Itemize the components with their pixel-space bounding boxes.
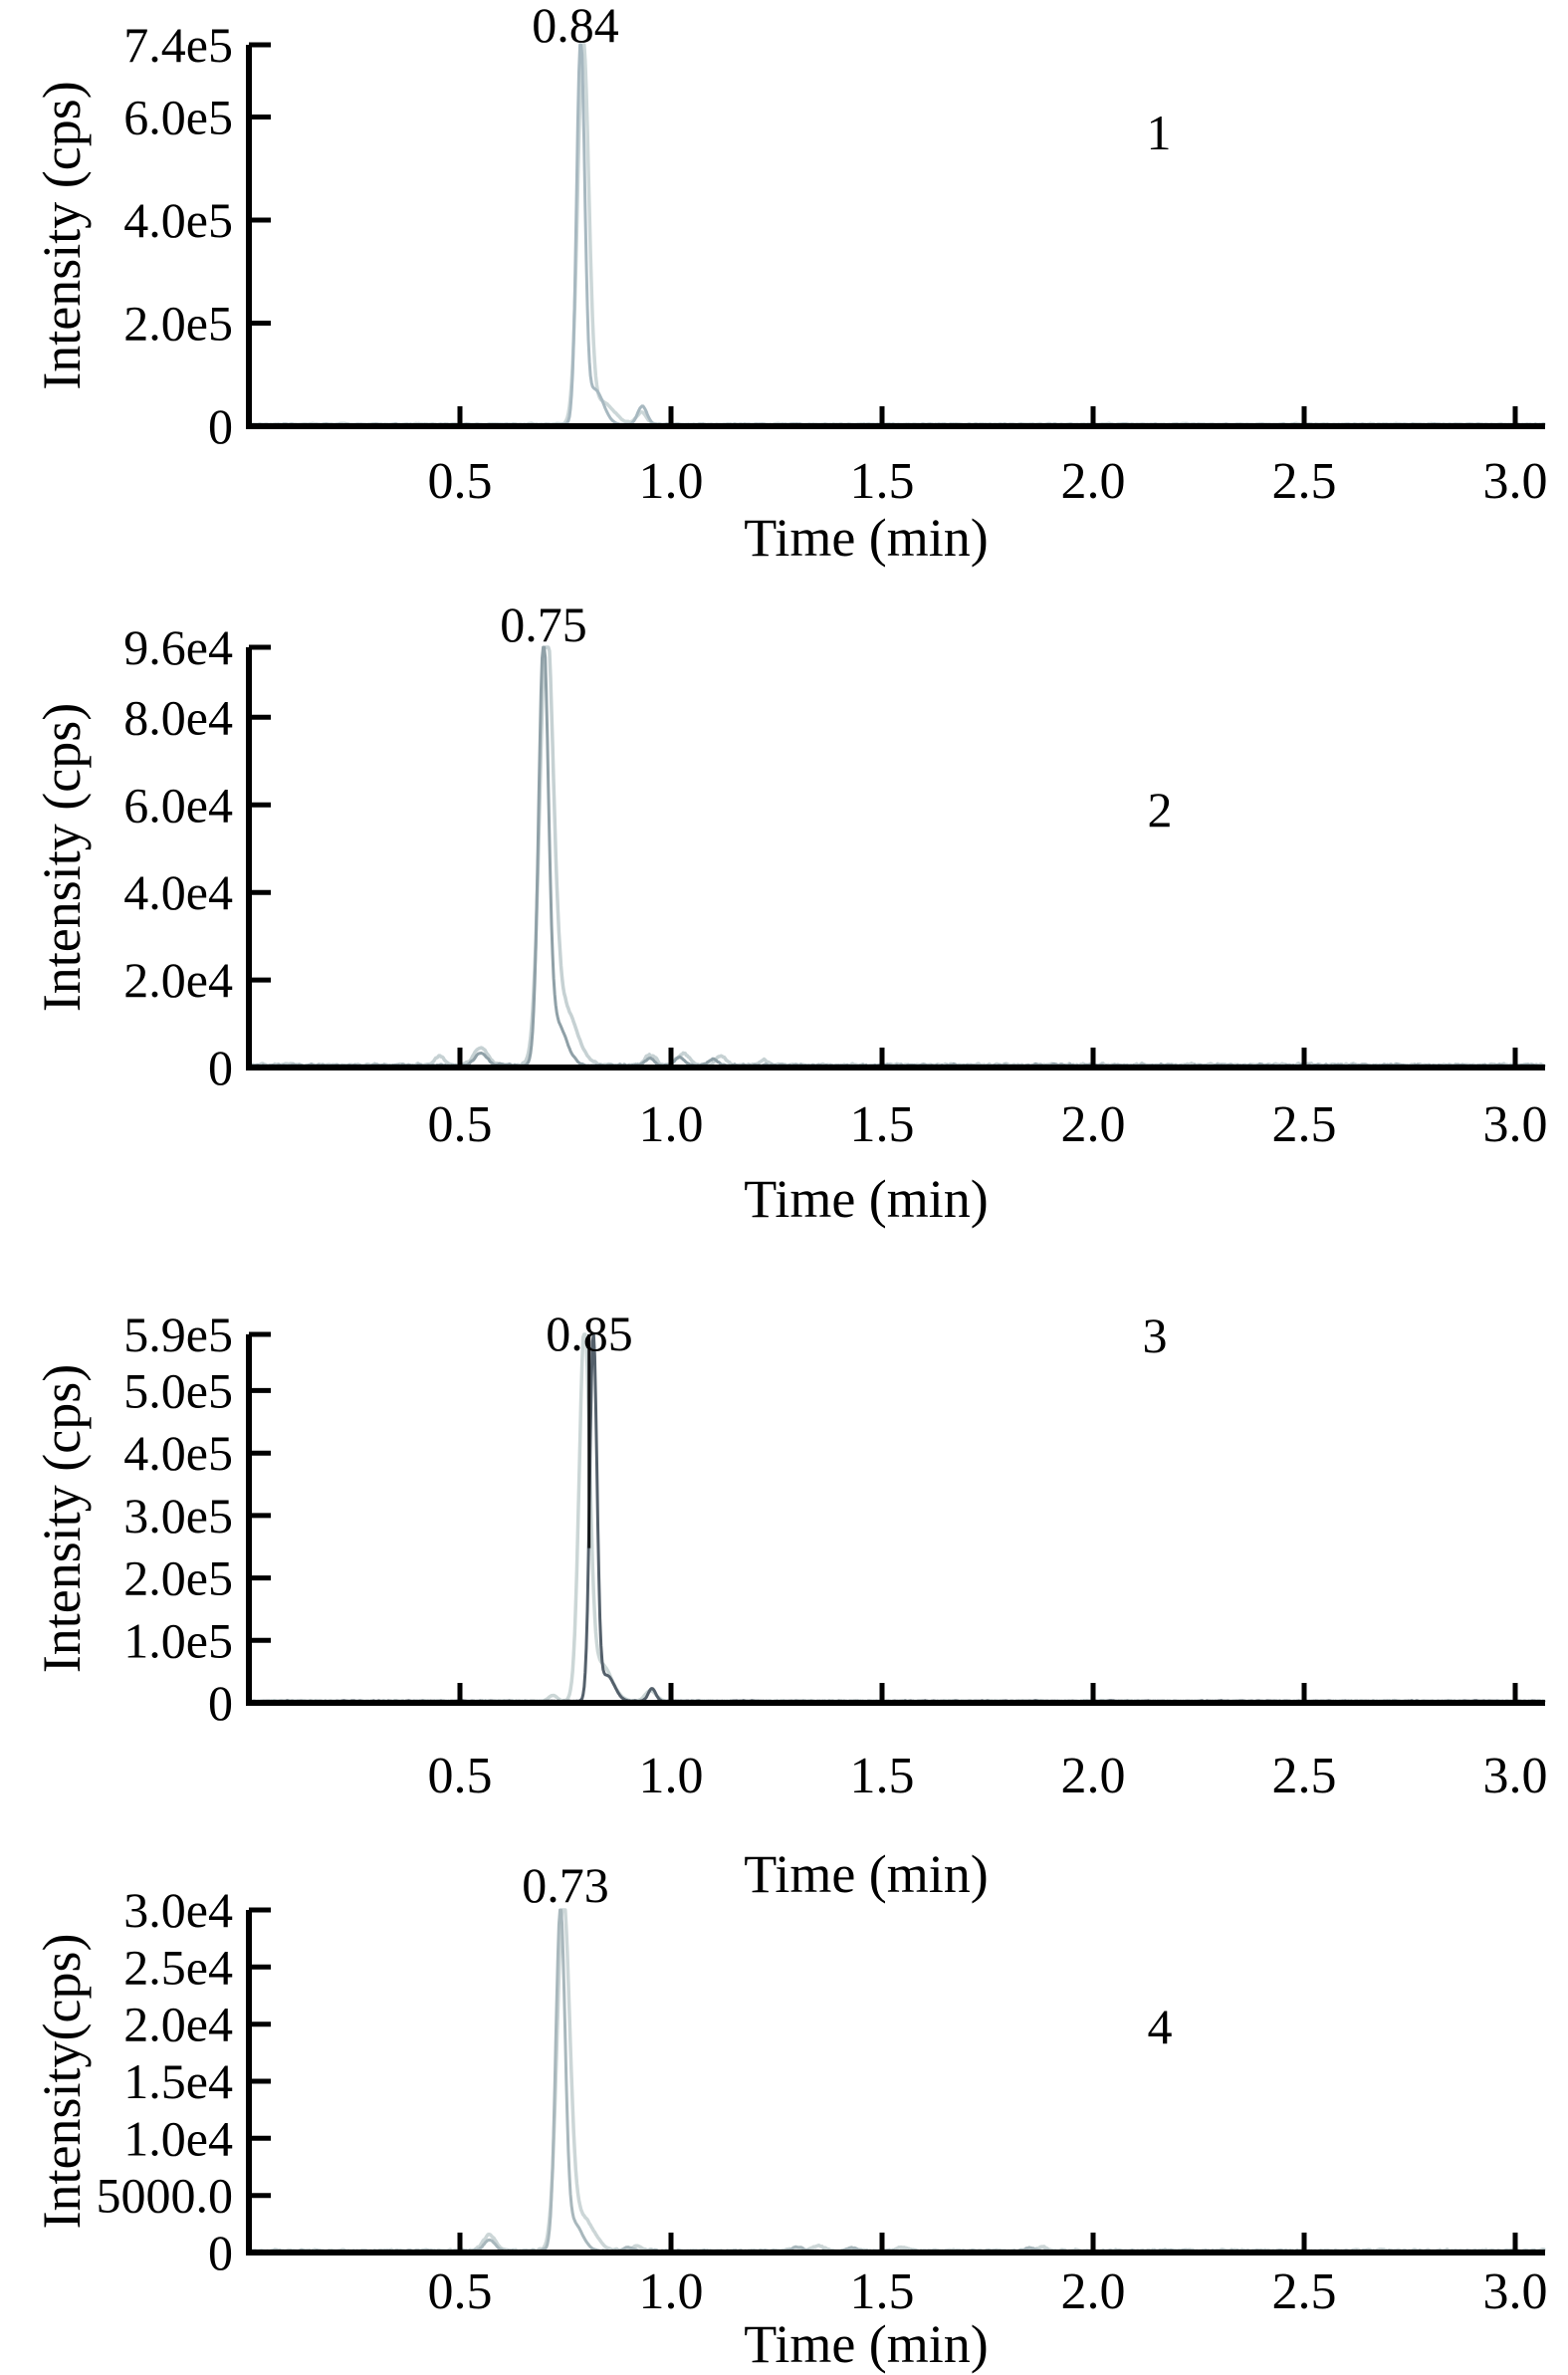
panel-4-trace-1 (248, 1908, 1546, 2254)
y-tick-label: 1.0e4 (123, 2110, 233, 2166)
x-tick-label: 0.5 (428, 1748, 493, 1804)
x-tick-label: 1.5 (850, 1748, 915, 1804)
panel-2: 9.6e4 8.0e4 6.0e4 4.0e4 2.0e4 0 0.5 1.0 1.5 2.0 2.… (32, 596, 1548, 1229)
panel-2-trace-1 (248, 645, 1546, 1069)
y-tick-label: 4.0e5 (123, 1425, 233, 1481)
y-tick-label: 0 (208, 2225, 233, 2280)
y-tick-label: 4.0e4 (123, 864, 233, 920)
x-tick-label: 1.5 (850, 453, 915, 510)
panel-4-trace-2 (249, 1908, 1546, 2254)
x-tick-label: 2.5 (1272, 1748, 1337, 1804)
y-tick-label: 2.0e4 (123, 1997, 233, 2052)
x-tick-label: 1.5 (850, 1096, 915, 1153)
y-tick-label: 1.5e4 (123, 2053, 233, 2109)
y-tick-label: 0 (208, 1675, 233, 1731)
y-tick-label: 2.0e5 (123, 1550, 233, 1606)
peak-rt-label: 0.73 (522, 1857, 609, 1913)
y-tick-label: 0 (208, 398, 233, 454)
x-axis-title: Time (min) (744, 1844, 989, 1904)
y-axis-title: Intensity (cps) (32, 81, 92, 389)
x-tick-label: 0.5 (428, 2263, 493, 2320)
x-tick-label: 1.0 (639, 2263, 704, 2320)
x-tick-label: 2.5 (1272, 453, 1337, 510)
x-tick-label: 3.0 (1483, 1748, 1548, 1804)
x-tick-label: 3.0 (1483, 2263, 1548, 2320)
x-tick-label: 0.5 (428, 1096, 493, 1153)
y-tick-label: 8.0e4 (123, 689, 233, 745)
panel-number: 2 (1148, 782, 1173, 837)
panel-number: 3 (1143, 1307, 1168, 1363)
y-tick-label: 6.0e5 (123, 90, 233, 145)
x-tick-label: 2.0 (1061, 1748, 1126, 1804)
panel-number: 1 (1147, 105, 1172, 160)
y-axis-title: Intensity (cps) (32, 703, 92, 1012)
y-tick-label: 2.5e4 (123, 1939, 233, 1995)
x-tick-label: 3.0 (1483, 453, 1548, 510)
y-tick-label: 5.9e5 (123, 1306, 233, 1362)
x-tick-label: 3.0 (1483, 1096, 1548, 1153)
peak-rt-label: 0.85 (546, 1306, 633, 1361)
x-tick-label: 2.0 (1061, 1096, 1126, 1153)
panel-number: 4 (1148, 1999, 1173, 2054)
y-tick-label: 0 (208, 1040, 233, 1095)
panel-1-trace-2 (249, 43, 1546, 426)
x-tick-label: 2.5 (1272, 2263, 1337, 2320)
x-axis-title: Time (min) (744, 2314, 989, 2374)
x-tick-label: 1.0 (639, 1748, 704, 1804)
x-axis-title: Time (min) (744, 508, 989, 568)
x-tick-label: 2.5 (1272, 1096, 1337, 1153)
x-tick-label: 1.0 (639, 1096, 704, 1153)
x-tick-label: 0.5 (428, 453, 493, 510)
panel-3-trace-2 (249, 1332, 1546, 1703)
y-tick-label: 6.0e4 (123, 777, 233, 832)
y-axis-title: Intensity (cps) (32, 1364, 92, 1673)
x-tick-label: 1.5 (850, 2263, 915, 2320)
y-tick-label: 3.0e5 (123, 1488, 233, 1544)
y-axis-title: Intensity(cps) (32, 1934, 92, 2230)
x-tick-label: 2.0 (1061, 453, 1126, 510)
x-tick-label: 2.0 (1061, 2263, 1126, 2320)
y-tick-label: 5.0e5 (123, 1362, 233, 1418)
x-axis-title: Time (min) (744, 1169, 989, 1229)
y-tick-label: 2.0e4 (123, 952, 233, 1008)
y-tick-label: 5000.0 (97, 2168, 234, 2224)
y-tick-label: 3.0e4 (123, 1882, 233, 1938)
panel-3-trace-1 (248, 1332, 1546, 1704)
panel-2-trace-2 (249, 645, 1546, 1068)
panel-1-trace-1 (248, 43, 1546, 427)
y-tick-label: 4.0e5 (123, 192, 233, 248)
y-tick-label: 1.0e5 (123, 1612, 233, 1668)
y-tick-label: 2.0e5 (123, 296, 233, 352)
peak-rt-label: 0.84 (532, 0, 619, 53)
x-tick-label: 1.0 (639, 453, 704, 510)
panel-1: 7.4e5 6.0e5 4.0e5 2.0e5 0 0.5 1.0 1.5 2.0 2.5 3.0 T… (32, 0, 1548, 568)
y-tick-label: 7.4e5 (123, 17, 233, 73)
peak-rt-label: 0.75 (500, 596, 587, 652)
y-tick-label: 9.6e4 (123, 619, 233, 675)
